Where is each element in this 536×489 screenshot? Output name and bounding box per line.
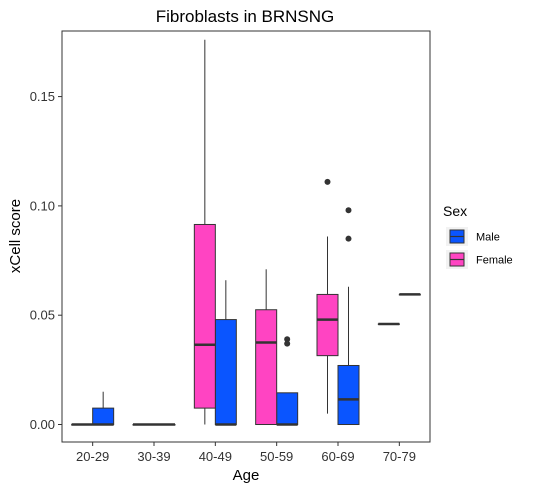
box-body: [316, 293, 339, 357]
box-body: [193, 223, 216, 409]
x-axis-title: Age: [233, 467, 260, 484]
x-tick-label: 40-49: [199, 449, 232, 464]
outlier-point: [345, 235, 352, 242]
legend-label-female: Female: [476, 255, 513, 267]
outlier-point: [284, 340, 291, 347]
box-group: [71, 39, 421, 426]
box-female-30-39: [132, 423, 155, 426]
legend-label-male: Male: [476, 232, 500, 244]
box-male-30-39: [153, 423, 176, 426]
box-body: [276, 392, 299, 426]
box-female-40-49: [193, 39, 216, 425]
box-body: [214, 319, 237, 426]
legend: Sex Male Female: [443, 203, 513, 269]
box-female-50-59: [255, 269, 278, 426]
y-tick-label: 0.05: [30, 308, 55, 323]
y-axis-title: xCell score: [7, 199, 24, 273]
box-male-70-79: [398, 293, 421, 296]
box-body: [337, 364, 360, 426]
box-body: [255, 309, 278, 426]
x-tick-label: 60-69: [321, 449, 354, 464]
x-tick-label: 50-59: [260, 449, 293, 464]
y-tick-label: 0.10: [30, 198, 55, 213]
box-male-60-69: [337, 207, 360, 426]
box-male-40-49: [214, 280, 237, 426]
box-female-20-29: [71, 423, 94, 426]
box-male-20-29: [92, 391, 115, 426]
chart-title: Fibroblasts in BRNSNG: [156, 7, 335, 26]
x-axis: 20-29 30-39 40-49 50-59 60-69 70-79: [76, 442, 416, 464]
box-body: [92, 407, 115, 426]
x-tick-label: 70-79: [383, 449, 416, 464]
box-female-60-69: [316, 178, 339, 414]
outlier-point: [345, 207, 352, 214]
y-tick-label: 0.15: [30, 89, 55, 104]
y-axis: 0.00 0.05 0.10 0.15: [30, 89, 62, 432]
box-male-50-59: [276, 336, 299, 426]
y-tick-label: 0.00: [30, 417, 55, 432]
box-female-70-79: [377, 322, 400, 326]
x-tick-label: 30-39: [137, 449, 170, 464]
outlier-point: [284, 336, 291, 343]
outlier-point: [324, 178, 331, 185]
plot-panel: [61, 30, 431, 443]
legend-title: Sex: [443, 203, 467, 219]
x-tick-label: 20-29: [76, 449, 109, 464]
